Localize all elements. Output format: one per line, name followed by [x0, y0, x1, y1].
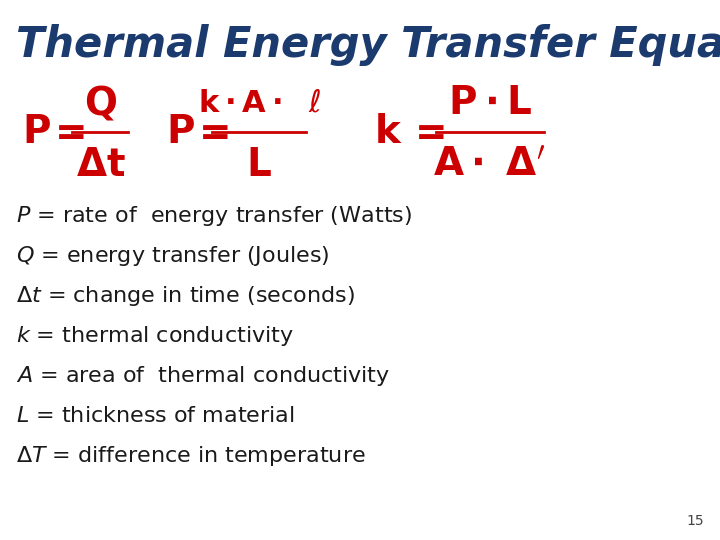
Text: $\Delta T$ = difference in temperature: $\Delta T$ = difference in temperature	[16, 444, 366, 468]
Text: $\mathbf{\Delta t}$: $\mathbf{\Delta t}$	[76, 146, 126, 184]
Text: 15: 15	[687, 514, 704, 528]
Text: $\mathbf{P \cdot L}$: $\mathbf{P \cdot L}$	[448, 84, 531, 122]
Text: $\mathbf{A \cdot \ \Delta '}$: $\mathbf{A \cdot \ \Delta '}$	[433, 146, 546, 184]
Text: $P$ = rate of  energy transfer (Watts): $P$ = rate of energy transfer (Watts)	[16, 204, 412, 228]
Text: Thermal Energy Transfer Equations: Thermal Energy Transfer Equations	[16, 24, 720, 66]
Text: $k$ = thermal conductivity: $k$ = thermal conductivity	[16, 324, 294, 348]
Text: $\mathbf{L}$: $\mathbf{L}$	[246, 146, 272, 184]
Text: $A$ = area of  thermal conductivity: $A$ = area of thermal conductivity	[16, 364, 390, 388]
Text: $L$ = thickness of material: $L$ = thickness of material	[16, 406, 294, 426]
Text: $\mathbf{k \cdot A \cdot}$  $\ell$: $\mathbf{k \cdot A \cdot}$ $\ell$	[198, 88, 320, 117]
Text: $\mathbf{=}$: $\mathbf{=}$	[191, 113, 229, 151]
Text: $\Delta t$ = change in time (seconds): $\Delta t$ = change in time (seconds)	[16, 284, 354, 308]
Text: $\mathbf{k}$: $\mathbf{k}$	[374, 113, 403, 151]
Text: $\mathbf{P}$: $\mathbf{P}$	[166, 113, 194, 151]
Text: $\mathbf{Q}$: $\mathbf{Q}$	[84, 83, 117, 122]
Text: $\mathbf{=}$: $\mathbf{=}$	[47, 113, 85, 151]
Text: $\mathbf{=}$: $\mathbf{=}$	[407, 113, 445, 151]
Text: $\mathbf{P}$: $\mathbf{P}$	[22, 113, 50, 151]
Text: $Q$ = energy transfer (Joules): $Q$ = energy transfer (Joules)	[16, 244, 329, 268]
